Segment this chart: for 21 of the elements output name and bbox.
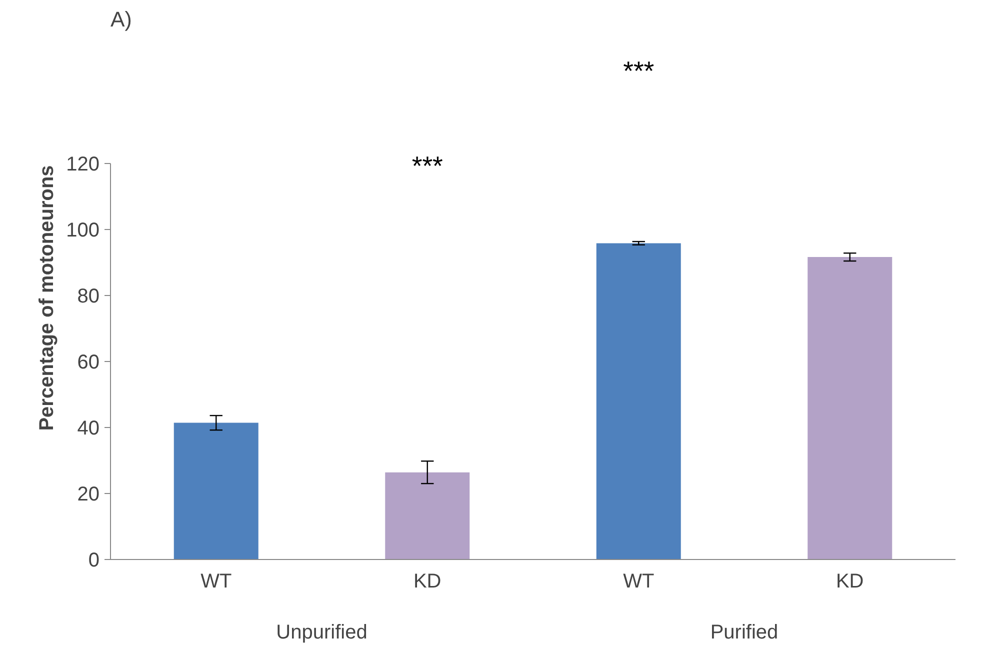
x-tick-label: KD — [836, 570, 864, 592]
y-tick-label: 100 — [66, 219, 100, 242]
text: Purified — [710, 622, 778, 644]
y-tick-label: 20 — [77, 483, 100, 506]
annotation: *** — [412, 151, 443, 182]
text: *** — [623, 56, 654, 86]
x-tick-label: WT — [200, 570, 232, 592]
bar — [174, 422, 258, 560]
y-tick-label: 40 — [77, 417, 100, 440]
x-tick-label: WT — [623, 570, 654, 592]
y-tick-label: 80 — [77, 285, 100, 308]
bar — [596, 243, 681, 560]
bar — [808, 257, 892, 560]
y-axis-title: Percentage of motoneurons — [36, 165, 58, 431]
y-tick-label: 60 — [77, 351, 100, 374]
y-tick-label: 0 — [88, 550, 100, 572]
bar — [385, 472, 470, 560]
y-tick-label: 120 — [66, 153, 100, 176]
chart-title: A) — [110, 8, 132, 32]
x-tick-label: KD — [413, 570, 442, 592]
text: Unpurified — [276, 622, 368, 644]
